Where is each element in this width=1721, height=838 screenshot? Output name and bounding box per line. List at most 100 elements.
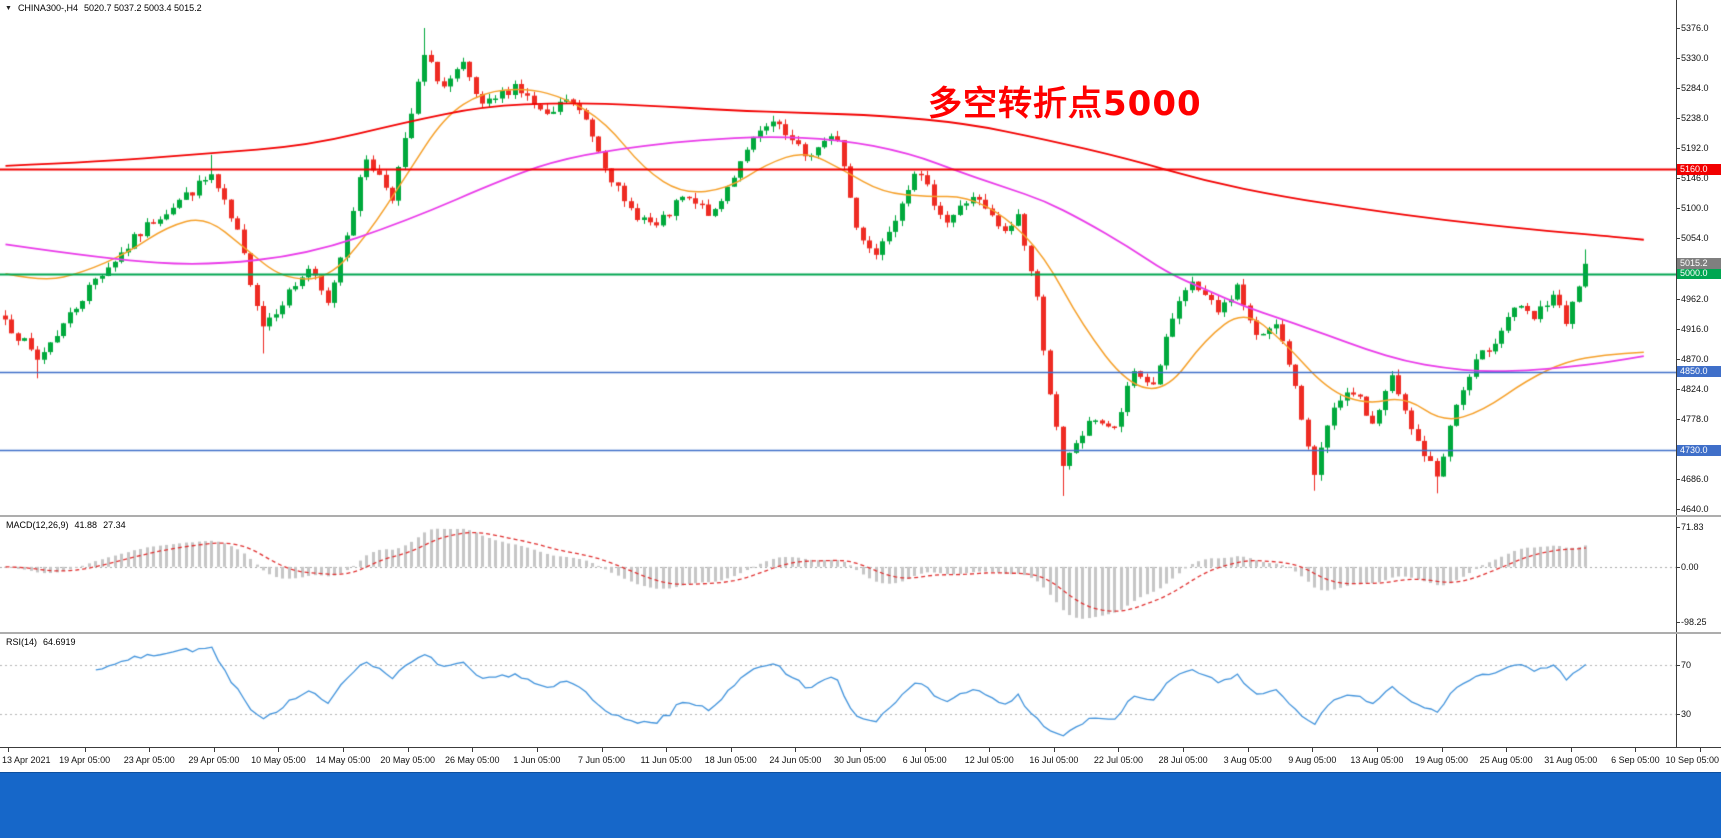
time-axis-label: 24 Jun 05:00 xyxy=(769,755,822,765)
price-tick: 5100.0 xyxy=(1676,203,1709,214)
price-tag: 5015.2 xyxy=(1677,258,1721,270)
time-axis-tick xyxy=(1571,748,1572,752)
time-axis-label: 22 Jul 05:00 xyxy=(1093,755,1143,765)
time-axis-label: 26 May 05:00 xyxy=(445,755,500,765)
time-axis-label: 3 Aug 05:00 xyxy=(1223,755,1272,765)
time-axis-tick xyxy=(1442,748,1443,752)
macd-panel-divider[interactable] xyxy=(0,515,1721,517)
price-tick: 5376.0 xyxy=(1676,23,1709,33)
macd-panel: MACD(12,26,9) 41.88 27.34 71.83 0.00 -98.2… xyxy=(0,517,1721,632)
rsi-scale[interactable]: 70 30 xyxy=(1675,634,1721,747)
time-axis-label: 19 Apr 05:00 xyxy=(59,755,111,765)
macd-scale[interactable]: 71.83 0.00 -98.25 xyxy=(1676,517,1721,632)
price-tick: 4870.0 xyxy=(1676,353,1709,364)
time-axis-tick xyxy=(1312,748,1313,752)
macd-tick: -98.25 xyxy=(1676,617,1707,627)
time-axis-tick xyxy=(85,748,86,752)
price-tick: 4640.0 xyxy=(1676,504,1709,514)
time-axis-label: 13 Aug 05:00 xyxy=(1350,755,1404,765)
macd-tick: 71.83 xyxy=(1676,522,1704,532)
time-axis-tick xyxy=(989,748,990,752)
price-tick: 5192.0 xyxy=(1676,143,1709,154)
time-axis[interactable]: 13 Apr 2021 19 Apr 05:00 23 Apr 05:00 29 Ap… xyxy=(0,747,1721,772)
time-axis-label: 9 Aug 05:00 xyxy=(1288,755,1337,765)
time-axis-tick xyxy=(537,748,538,752)
time-axis-label: 10 May 05:00 xyxy=(251,755,306,765)
time-axis-tick xyxy=(149,748,150,752)
bottom-bar xyxy=(0,772,1721,838)
time-axis-tick xyxy=(472,748,473,752)
rsi-tick: 70 xyxy=(1675,659,1692,670)
price-tag: 5160.0 xyxy=(1677,163,1721,175)
rsi-name: RSI(14) xyxy=(6,637,38,647)
time-axis-tick xyxy=(1248,748,1249,752)
time-axis-label: 28 Jul 05:00 xyxy=(1158,755,1208,765)
time-axis-label: 18 Jun 05:00 xyxy=(704,755,757,765)
time-axis-tick xyxy=(1118,748,1119,752)
time-axis-tick xyxy=(1700,748,1701,752)
rsi-chart-canvas[interactable] xyxy=(0,634,1676,747)
time-axis-tick xyxy=(1377,748,1378,752)
time-axis-tick xyxy=(214,748,215,752)
macd-tick: 0.00 xyxy=(1676,561,1699,572)
time-axis-tick xyxy=(278,748,279,752)
time-axis-tick xyxy=(1183,748,1184,752)
time-axis-label: 10 Sep 05:00 xyxy=(1665,755,1719,765)
rsi-panel-divider[interactable] xyxy=(0,632,1721,634)
price-tick: 5330.0 xyxy=(1676,53,1709,64)
time-axis-tick xyxy=(602,748,603,752)
symbol-dropdown-icon: ▼ xyxy=(5,4,12,12)
symbol-ohlc-line: ▼ CHINA300-,H4 5020.7 5037.2 5003.4 5015… xyxy=(5,3,202,13)
time-axis-tick xyxy=(408,748,409,752)
macd-label: MACD(12,26,9) 41.88 27.34 xyxy=(6,520,126,530)
time-axis-label: 25 Aug 05:00 xyxy=(1479,755,1533,765)
time-axis-tick xyxy=(1635,748,1636,752)
time-axis-tick xyxy=(666,748,667,752)
price-tick: 4686.0 xyxy=(1676,473,1709,484)
time-axis-label: 13 Apr 2021 xyxy=(2,755,51,765)
time-axis-label: 19 Aug 05:00 xyxy=(1415,755,1469,765)
time-axis-label: 16 Jul 05:00 xyxy=(1029,755,1079,765)
price-tick: 4916.0 xyxy=(1676,323,1709,334)
time-axis-label: 6 Sep 05:00 xyxy=(1611,755,1660,765)
rsi-tick: 30 xyxy=(1675,709,1692,720)
time-axis-label: 6 Jul 05:00 xyxy=(902,755,947,765)
rsi-panel: RSI(14) 64.6919 70 30 xyxy=(0,634,1721,747)
price-tag: 5000.0 xyxy=(1677,268,1721,280)
ohlc-values: 5020.7 5037.2 5003.4 5015.2 xyxy=(83,3,202,13)
time-axis-tick xyxy=(343,748,344,752)
time-axis-label: 11 Jun 05:00 xyxy=(640,755,692,765)
macd-value-signal: 27.34 xyxy=(103,520,126,530)
macd-chart-canvas[interactable] xyxy=(0,517,1676,632)
rsi-value: 64.6919 xyxy=(43,637,76,647)
price-tag: 4850.0 xyxy=(1677,366,1721,378)
price-scale[interactable]: 5376.0 5330.0 5284.0 5238.0 5192.0 5146.0 5100… xyxy=(1676,0,1721,515)
time-axis-tick xyxy=(925,748,926,752)
price-panel: ▼ CHINA300-,H4 5020.7 5037.2 5003.4 5015… xyxy=(0,0,1721,515)
time-axis-tick xyxy=(8,748,9,752)
price-tick: 5284.0 xyxy=(1676,83,1709,94)
time-axis-label: 20 May 05:00 xyxy=(380,755,435,765)
price-tag: 4730.0 xyxy=(1677,444,1721,456)
time-axis-label: 12 Jul 05:00 xyxy=(964,755,1014,765)
time-axis-label: 14 May 05:00 xyxy=(315,755,371,765)
symbol-label: CHINA300-,H4 xyxy=(17,3,78,13)
time-axis-tick xyxy=(795,748,796,752)
price-tick: 4824.0 xyxy=(1676,383,1709,394)
macd-name: MACD(12,26,9) xyxy=(6,520,69,530)
rsi-label: RSI(14) 64.6919 xyxy=(6,637,76,647)
price-tick: 5146.0 xyxy=(1676,173,1709,184)
macd-value-main: 41.88 xyxy=(74,520,98,530)
time-axis-label: 30 Jun 05:00 xyxy=(833,755,887,765)
time-axis-tick xyxy=(1506,748,1507,752)
time-axis-label: 29 Apr 05:00 xyxy=(188,755,240,765)
time-axis-label: 7 Jun 05:00 xyxy=(578,755,626,765)
time-axis-tick xyxy=(860,748,861,752)
annotation-text: 多空转折点5000 xyxy=(928,84,1202,124)
price-chart-canvas[interactable] xyxy=(0,0,1676,515)
time-axis-tick xyxy=(731,748,732,752)
time-axis-label: 31 Aug 05:00 xyxy=(1544,755,1598,765)
price-tick: 4778.0 xyxy=(1676,413,1709,424)
price-tick: 4962.0 xyxy=(1676,293,1709,304)
